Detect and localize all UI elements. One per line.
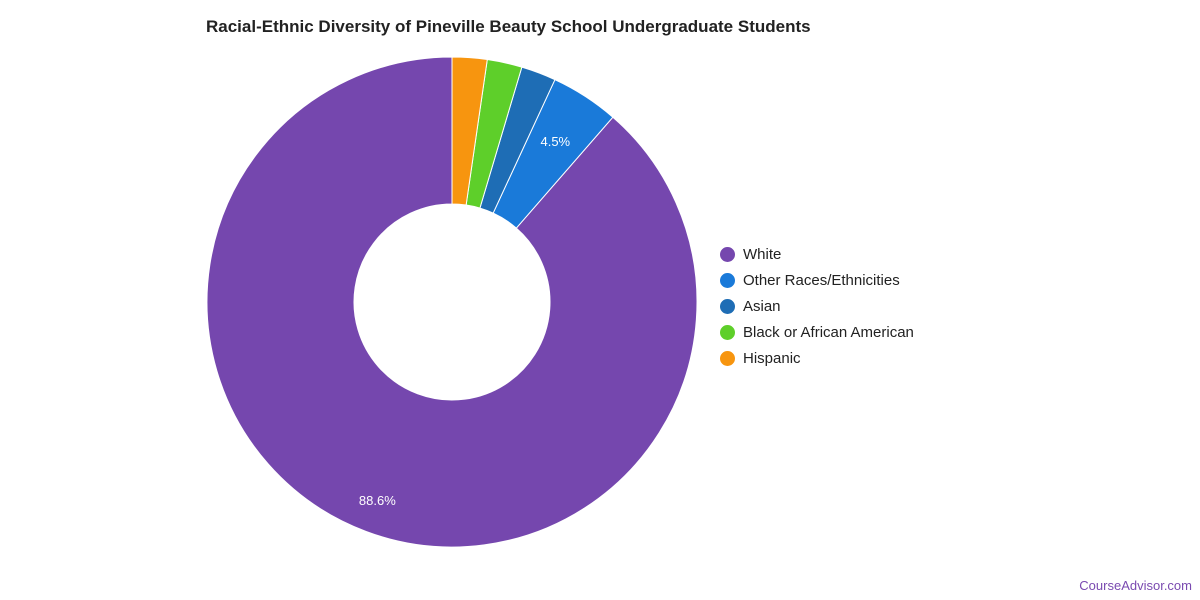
chart-title: Racial-Ethnic Diversity of Pineville Bea… (206, 17, 811, 36)
data-label: 88.6% (359, 493, 396, 508)
legend-label: Other Races/Ethnicities (743, 271, 900, 289)
legend-item[interactable]: White (720, 241, 914, 267)
watermark[interactable]: CourseAdvisor.com (1079, 578, 1192, 593)
slices (206, 56, 698, 548)
legend-item[interactable]: Black or African American (720, 319, 914, 345)
legend-item[interactable]: Hispanic (720, 345, 914, 371)
legend-label: Black or African American (743, 323, 914, 341)
legend-swatch (720, 350, 735, 366)
legend-item[interactable]: Other Races/Ethnicities (720, 267, 914, 293)
data-label: 4.5% (540, 134, 570, 149)
slice-hispanic[interactable] (451, 56, 488, 206)
data-labels: 88.6% 4.5% (359, 134, 571, 508)
legend-item[interactable]: Asian (720, 293, 914, 319)
legend-swatch (720, 272, 735, 288)
legend-label: Hispanic (743, 349, 801, 367)
legend-label: White (743, 245, 782, 263)
legend-swatch (720, 324, 735, 340)
legend: White Other Races/Ethnicities Asian Black o… (720, 241, 914, 371)
slice-white[interactable] (206, 56, 698, 548)
legend-swatch (720, 298, 735, 314)
legend-label: Asian (743, 297, 781, 315)
legend-swatch (720, 246, 735, 262)
